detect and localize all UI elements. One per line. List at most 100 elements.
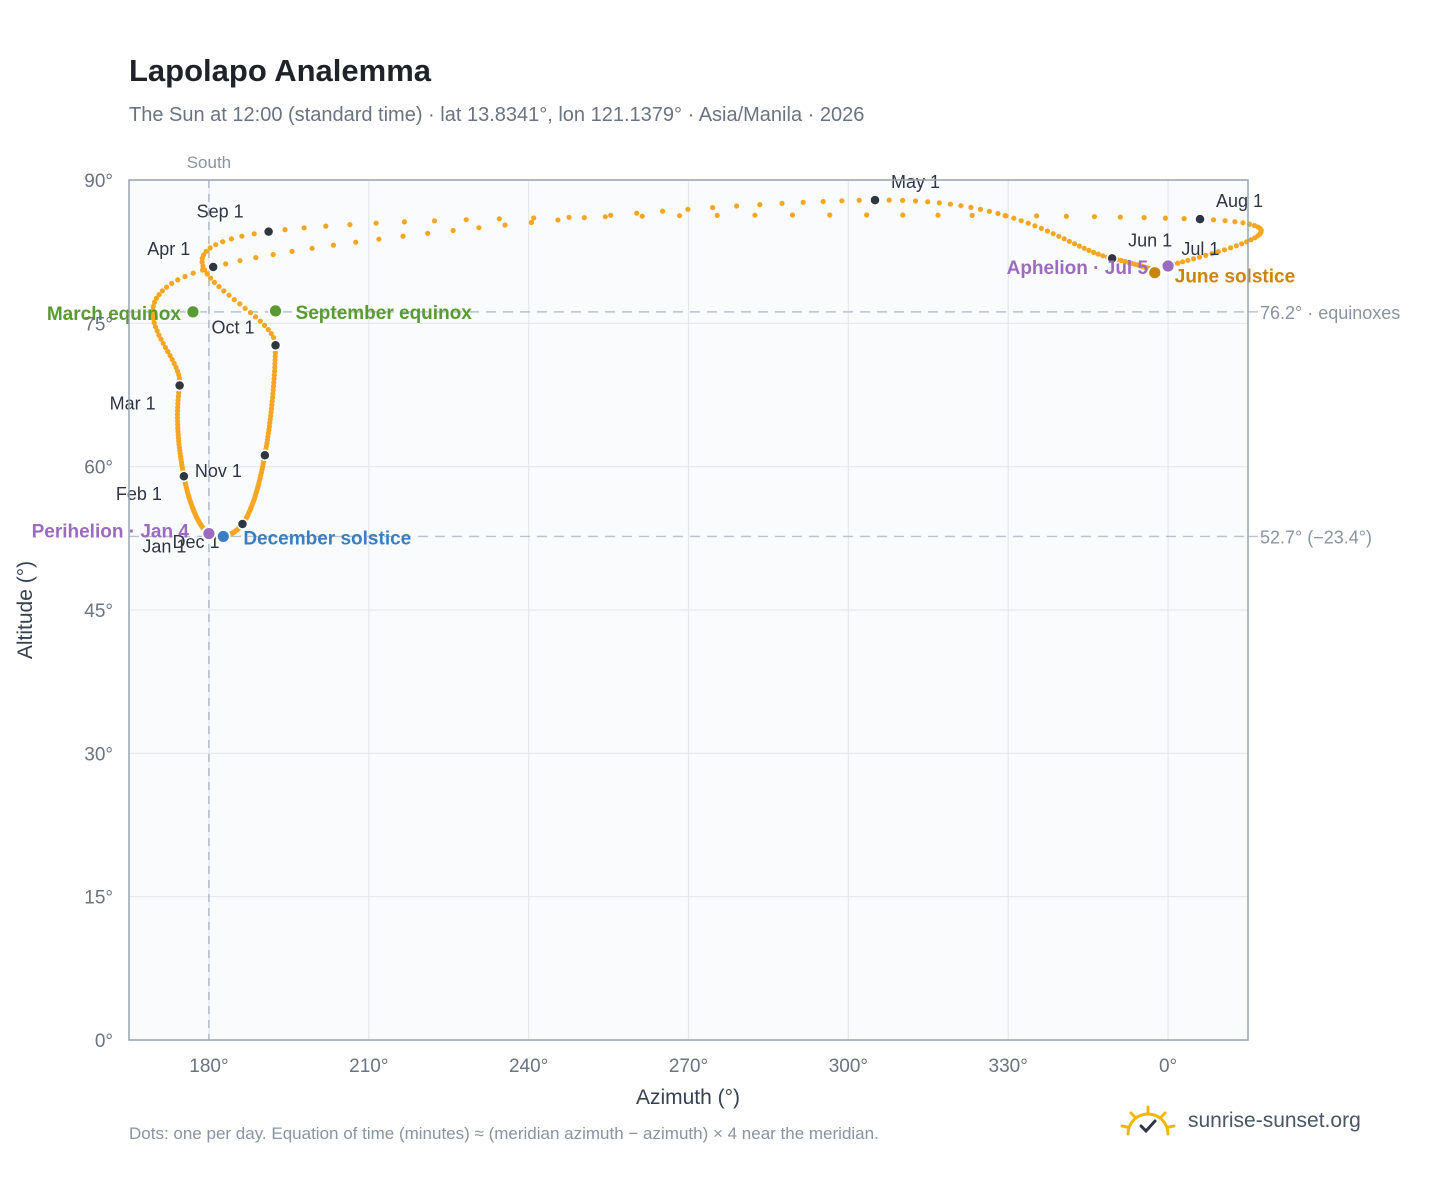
daily-dot <box>1240 220 1246 226</box>
daily-dot <box>1011 215 1017 221</box>
reference-line-label: 52.7° (−23.4°) <box>1260 527 1372 547</box>
daily-dot <box>373 220 379 226</box>
daily-dot <box>226 292 232 298</box>
month-label: Jun 1 <box>1128 230 1172 250</box>
daily-dot <box>1100 253 1106 259</box>
daily-dot <box>757 202 763 208</box>
daily-dot <box>242 305 248 311</box>
daily-dot <box>900 212 906 218</box>
daily-dot <box>401 219 407 225</box>
daily-dot <box>347 222 353 228</box>
y-tick-label: 15° <box>84 888 113 909</box>
daily-dot <box>1066 238 1072 244</box>
daily-dot <box>330 242 336 248</box>
daily-dot <box>247 310 254 316</box>
event-marker <box>1147 265 1163 281</box>
daily-dot <box>175 277 181 283</box>
sun-logo-icon <box>1120 1105 1176 1136</box>
daily-dot <box>1050 231 1056 237</box>
month-marker <box>262 225 275 238</box>
x-tick-label: 300° <box>829 1056 868 1077</box>
daily-dot <box>261 322 268 328</box>
daily-dot <box>1239 241 1245 247</box>
x-tick-label: 270° <box>669 1056 708 1077</box>
y-tick-label: 45° <box>84 601 113 622</box>
month-label: Apr 1 <box>147 239 190 259</box>
month-marker <box>236 518 249 530</box>
daily-dot <box>1002 213 1008 219</box>
y-tick-label: 75° <box>84 314 113 335</box>
month-marker <box>259 449 271 461</box>
daily-dot <box>864 212 870 218</box>
chart-title: Lapolapo Analemma <box>129 53 432 88</box>
daily-dot <box>270 391 276 397</box>
month-label: Feb 1 <box>116 484 162 504</box>
daily-dot <box>1018 218 1024 224</box>
daily-dot <box>602 214 608 220</box>
daily-dot <box>1076 243 1082 249</box>
daily-dot <box>1025 220 1031 226</box>
month-label: Sep 1 <box>197 202 244 222</box>
daily-dot <box>271 379 277 386</box>
daily-dot <box>925 199 931 205</box>
x-tick-label: 0° <box>1159 1056 1177 1077</box>
daily-dot <box>1044 228 1050 234</box>
daily-dot <box>289 248 295 254</box>
daily-dot <box>169 280 175 286</box>
daily-dot <box>1061 236 1067 242</box>
daily-dot <box>779 200 785 206</box>
event-marker <box>215 529 231 544</box>
daily-dot <box>1056 233 1062 239</box>
x-tick-label: 240° <box>509 1056 548 1077</box>
daily-dot <box>159 288 165 294</box>
month-marker <box>207 261 219 273</box>
month-marker <box>1194 213 1206 225</box>
x-tick-label: 210° <box>349 1056 388 1077</box>
daily-dot <box>936 200 942 206</box>
daily-dot <box>216 284 222 290</box>
grid-lines <box>129 179 1248 1041</box>
daily-dot <box>531 215 537 221</box>
daily-dot <box>1086 247 1092 253</box>
daily-dot <box>150 307 156 313</box>
daily-dot <box>1215 249 1221 255</box>
daily-dot <box>977 206 984 212</box>
daily-dot <box>156 332 162 338</box>
daily-dot <box>856 197 862 203</box>
month-label: Mar 1 <box>110 393 156 413</box>
event-label: December solstice <box>243 528 411 549</box>
daily-dot <box>752 212 758 218</box>
axis-ticks: 180° 210° 240° 270° 300° 330° 0° 0° 15° 30° 45° 60°… <box>84 171 1177 1077</box>
daily-dot <box>272 364 278 370</box>
daily-dot <box>270 387 276 393</box>
daily-dot <box>900 197 906 203</box>
daily-dot <box>1032 223 1038 229</box>
y-tick-label: 60° <box>84 458 113 479</box>
daily-dot <box>581 215 587 221</box>
daily-dot <box>1228 245 1234 251</box>
daily-dot <box>162 344 169 351</box>
daily-dot <box>1196 254 1203 260</box>
daily-dot <box>252 314 259 320</box>
x-axis-label: Azimuth (°) <box>636 1086 740 1109</box>
daily-dot <box>425 230 431 236</box>
daily-dot <box>566 214 572 220</box>
daily-dot <box>685 206 691 212</box>
daily-dot <box>1233 243 1239 249</box>
brand[interactable]: sunrise-sunset.org <box>1120 1104 1361 1138</box>
plot-frame <box>128 179 1249 1041</box>
daily-dot <box>309 245 315 251</box>
analemma-curve <box>150 197 1264 540</box>
daily-dot <box>1185 257 1191 263</box>
daily-dot <box>677 213 683 219</box>
daily-dot <box>272 350 278 356</box>
daily-dot <box>150 315 156 322</box>
daily-dot <box>1175 260 1181 266</box>
daily-dot <box>1221 247 1228 253</box>
daily-dot <box>886 197 892 203</box>
daily-dot <box>353 239 359 245</box>
daily-dot <box>476 225 482 231</box>
event-label: June solstice <box>1175 267 1295 288</box>
daily-dot <box>150 311 156 317</box>
